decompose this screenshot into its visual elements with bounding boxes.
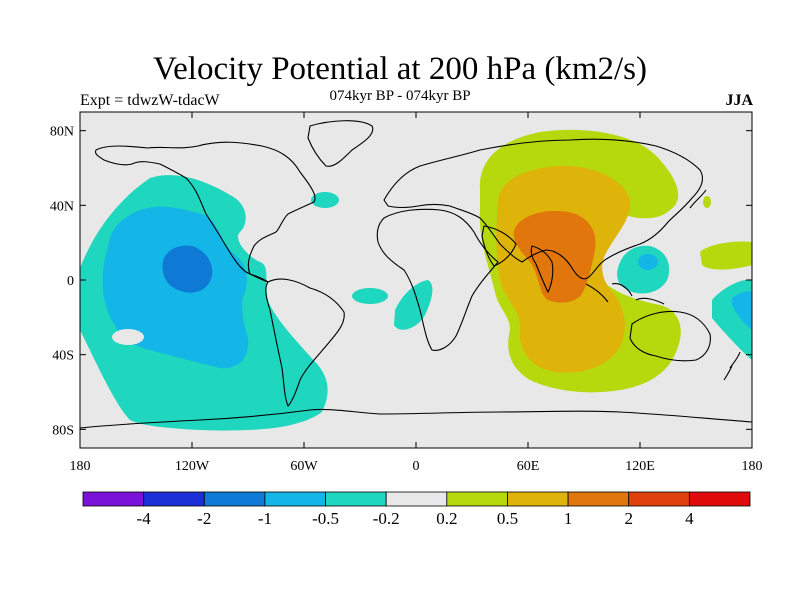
contour-pos-0.2-japan: [703, 196, 711, 208]
coastline-north-america: [94, 141, 316, 283]
colorbar-level-label: 0.5: [497, 509, 518, 528]
coastline-australia: [629, 310, 711, 362]
map-panel: [80, 112, 752, 448]
colorbar-level-label: 0.2: [436, 509, 457, 528]
y-tick-label: 80N: [50, 125, 74, 140]
colorbar: -4 -2 -1 -0.5 -0.2 0.2 0.5 1 2 4: [82, 491, 751, 528]
colorbar-swatch: [567, 491, 630, 507]
period-label: 074kyr BP - 074kyr BP: [329, 88, 471, 104]
colorbar-swatch: [688, 491, 751, 507]
colorbar-level-label: -2: [197, 509, 211, 528]
colorbar-level-label: -0.2: [373, 509, 400, 528]
coastline-south-america: [265, 278, 345, 407]
contour-neg-0.5-west-pacific: [638, 254, 658, 270]
map-title: Velocity Potential at 200 hPa (km2/s): [152, 51, 648, 87]
colorbar-level-label: -4: [137, 509, 152, 528]
season-label: JJA: [725, 92, 753, 109]
colorbar-swatch: [446, 491, 508, 507]
colorbar-level-label: 1: [564, 509, 573, 528]
contour-neg-0.2-atlantic-north: [311, 192, 339, 208]
colorbar-level-label: -0.5: [312, 509, 339, 528]
coastline-india: [530, 245, 554, 293]
colorbar-level-label: 4: [685, 509, 694, 528]
coastline-greenland: [307, 120, 374, 167]
coastline-japan: [689, 189, 707, 209]
coastline-maritime-continent: [585, 283, 665, 305]
y-tick-label: 80S: [52, 423, 74, 438]
colorbar-swatch: [143, 491, 205, 507]
x-tick-label: 60W: [290, 459, 318, 474]
contour-neg-0.2-south-atlantic: [394, 280, 433, 330]
colorbar-swatch: [507, 491, 569, 507]
colorbar-swatch: [203, 491, 266, 507]
contour-hole-south-pacific: [112, 329, 144, 345]
contour-pos-1-india: [513, 210, 596, 303]
contour-neg-0.2-equatorial-atlantic: [352, 288, 388, 304]
colorbar-level-label: -1: [258, 509, 272, 528]
coastline-arabia: [481, 225, 517, 267]
contour-pos-0.2-north-pacific-east: [700, 241, 752, 270]
colorbar-swatch: [385, 491, 448, 507]
colorbar-level-label: 2: [624, 509, 633, 528]
contour-neg-1-pacific: [162, 245, 213, 293]
coastline-eurasia: [383, 138, 703, 280]
colorbar-swatch: [82, 491, 145, 507]
y-tick-label: 40S: [52, 349, 74, 364]
coastlines: [80, 120, 752, 429]
colorbar-swatch: [264, 491, 326, 507]
x-tick-label: 0: [413, 459, 420, 474]
coastline-africa: [376, 208, 499, 351]
x-tick-label: 180: [742, 459, 763, 474]
coastline-antarctica: [80, 408, 752, 429]
coastline-new-zealand: [723, 351, 741, 381]
x-tick-label: 120W: [175, 459, 210, 474]
colorbar-swatch: [325, 491, 387, 507]
x-tick-label: 180: [70, 459, 91, 474]
velocity-potential-field: [80, 129, 752, 431]
axis-layer: 180 120W 60W 0 60E 120E 180 80N 40N 0 40S 80S: [50, 112, 763, 474]
y-tick-label: 0: [67, 274, 74, 289]
x-tick-label: 60E: [517, 459, 540, 474]
experiment-label: Expt = tdwzW-tdacW: [80, 92, 220, 109]
x-tick-label: 120E: [625, 459, 655, 474]
contour-neg-0.5-dateline-east: [732, 291, 752, 330]
colorbar-swatch: [628, 491, 690, 507]
y-tick-label: 40N: [50, 199, 74, 214]
